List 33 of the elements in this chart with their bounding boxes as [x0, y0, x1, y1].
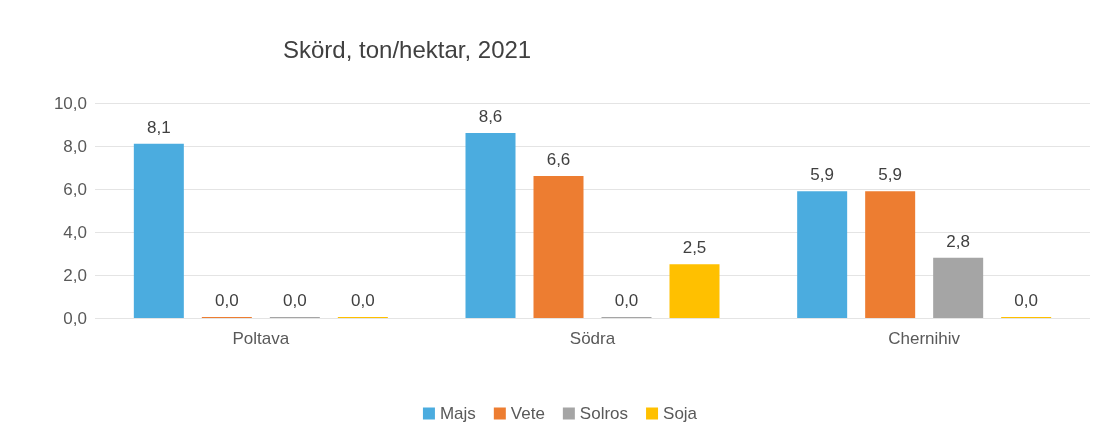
data-label: 0,0: [351, 291, 375, 310]
x-tick-label: Chernihiv: [888, 329, 961, 348]
bar: [797, 191, 848, 318]
x-tick-label: Poltava: [232, 329, 290, 348]
y-tick-label: 0,0: [63, 308, 87, 328]
data-label: 5,9: [810, 165, 834, 185]
x-tick-label: Södra: [569, 329, 616, 348]
bar: [133, 143, 184, 318]
data-label: 5,9: [878, 165, 902, 185]
data-label: 0,0: [614, 291, 639, 310]
data-label: 0,0: [215, 291, 239, 310]
legend-label: Majs: [439, 404, 476, 423]
bar: [865, 191, 916, 318]
y-tick-label: 8,0: [63, 136, 87, 156]
legend-label: Soja: [663, 404, 698, 423]
y-tick-label: 6,0: [63, 179, 87, 199]
y-tick-label: 10,0: [53, 93, 87, 113]
bar: [465, 133, 516, 318]
bar: [669, 264, 720, 318]
y-tick-label: 2,0: [63, 265, 87, 285]
bar: [533, 176, 584, 318]
data-label: 0,0: [1014, 291, 1038, 310]
data-label: 2,8: [946, 231, 970, 251]
legend-label: Solros: [579, 404, 629, 423]
legend-label: Vete: [510, 404, 545, 423]
data-label: 8,6: [478, 107, 503, 127]
y-tick-label: 4,0: [63, 222, 87, 242]
data-label: 2,5: [682, 238, 707, 258]
data-label: 6,6: [546, 150, 571, 170]
data-label: 0,0: [283, 291, 307, 310]
bar: [933, 257, 984, 318]
data-label: 8,1: [147, 117, 171, 137]
chart-title: Skörd, ton/hektar, 2021: [283, 35, 532, 63]
